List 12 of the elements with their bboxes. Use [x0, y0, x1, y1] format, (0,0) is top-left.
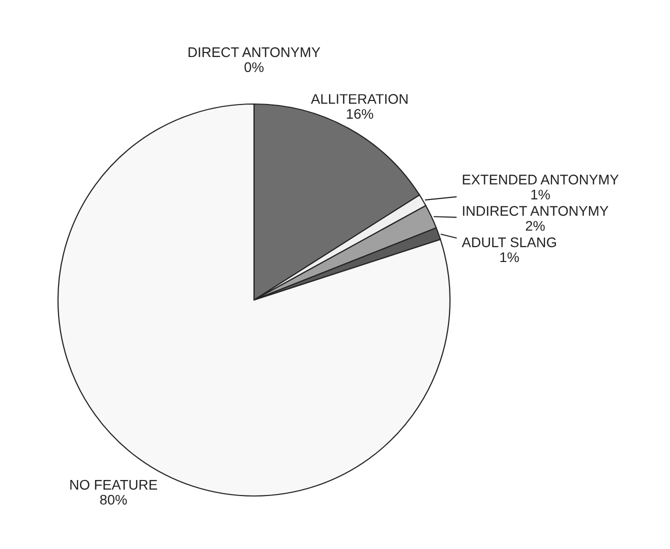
- text: 0%: [244, 62, 264, 72]
- data-label: 1%: [531, 190, 550, 200]
- data-label: 16%: [346, 109, 374, 119]
- slice-label: ALLITERATION: [310, 94, 408, 104]
- slice-label: ADULT SLANG: [462, 237, 556, 248]
- data-label: 2%: [526, 220, 545, 231]
- data-label: 1%: [500, 252, 519, 262]
- category-label: DIRECT ANTONYMY: [188, 47, 320, 58]
- slice-label: NO FEATURE: [70, 480, 158, 490]
- slice-label: INDIRECT ANTONYMY: [463, 206, 608, 216]
- data-label: 80%: [100, 494, 127, 505]
- slice-label: EXTENDED ANTONYMY: [462, 174, 619, 185]
